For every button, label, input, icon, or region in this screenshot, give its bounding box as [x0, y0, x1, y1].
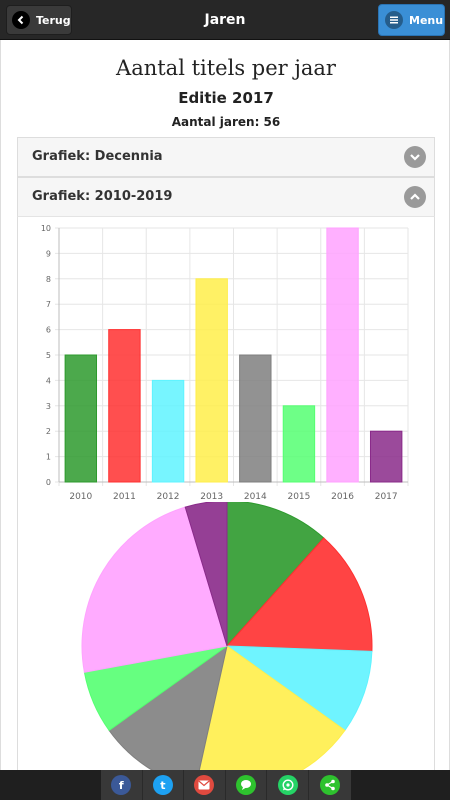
email-share-button[interactable]: [184, 770, 226, 800]
pie-slice-2017[interactable]: [184, 502, 228, 647]
facebook-share-button[interactable]: f: [101, 770, 143, 800]
bar-2017[interactable]: [369, 430, 403, 483]
y-tick-label: 4: [46, 376, 51, 385]
x-tick-label: 2013: [200, 492, 223, 502]
y-tick-label: 5: [46, 351, 51, 360]
pie-slice-2010[interactable]: [226, 502, 325, 648]
y-tick-label: 7: [46, 300, 51, 309]
pie-slice-2013[interactable]: [195, 645, 346, 770]
header-bar: Terug Jaren Menu: [0, 0, 450, 40]
chart-panel: 0 1 2 3 4 5 6 7 8 9 10 2010 2011 2012 2013 2014 2015 2016…: [17, 217, 435, 770]
back-button[interactable]: Terug: [6, 5, 72, 35]
back-button-label: Terug: [36, 13, 71, 27]
facebook-icon: f: [111, 775, 132, 795]
x-tick-label: 2015: [287, 492, 310, 502]
menu-button-label: Menu: [409, 13, 444, 27]
collapsible-2010-2019-label: Grafiek: 2010-2019: [32, 189, 173, 204]
menu-button[interactable]: Menu: [378, 4, 445, 36]
y-tick-label: 0: [46, 478, 51, 487]
main-content: Aantal titels per jaar Editie 2017 Aanta…: [0, 40, 450, 770]
pie-slice-2012[interactable]: [225, 645, 373, 732]
page-subtitle: Editie 2017: [178, 89, 274, 107]
sms-icon: [236, 775, 257, 795]
twitter-icon: t: [152, 775, 173, 795]
x-tick-label: 2011: [113, 492, 136, 502]
y-tick-label: 8: [46, 275, 51, 284]
pie-slice-2011[interactable]: [225, 537, 373, 652]
page-title: Aantal titels per jaar: [116, 56, 336, 80]
x-tick-label: 2012: [157, 492, 180, 502]
y-tick-label: 10: [41, 224, 51, 233]
y-tick-label: 2: [46, 427, 51, 436]
hamburger-icon: [385, 11, 403, 29]
pie-slice-2014[interactable]: [108, 644, 228, 770]
y-tick-label: 6: [46, 326, 51, 335]
sms-share-button[interactable]: [226, 770, 268, 800]
collapsible-decennia-label: Grafiek: Decennia: [32, 149, 163, 164]
share-icon: [319, 775, 340, 795]
y-tick-label: 9: [46, 249, 51, 258]
year-count: Aantal jaren: 56: [171, 115, 281, 129]
bar-2011[interactable]: [108, 329, 141, 483]
whatsapp-share-button[interactable]: [267, 770, 309, 800]
chevron-up-icon: [404, 186, 426, 208]
bar-2010[interactable]: [64, 354, 98, 483]
bar-2016[interactable]: [326, 227, 359, 483]
chevron-down-icon: [404, 146, 426, 168]
bar-2015[interactable]: [282, 405, 316, 483]
email-icon: [194, 775, 215, 795]
x-tick-label: 2014: [244, 492, 267, 502]
x-tick-label: 2017: [375, 492, 398, 502]
chevron-left-icon: [12, 11, 30, 29]
collapsible-decennia[interactable]: Grafiek: Decennia: [17, 137, 435, 177]
bar-2012[interactable]: [151, 379, 185, 483]
whatsapp-icon: [277, 775, 298, 795]
x-tick-label: 2010: [69, 492, 92, 502]
twitter-share-button[interactable]: t: [143, 770, 185, 800]
y-tick-label: 3: [46, 402, 51, 411]
bar-2013[interactable]: [195, 278, 228, 483]
y-tick-label: 1: [46, 453, 51, 462]
bar-chart: 0 1 2 3 4 5 6 7 8 9 10 2010 2011 2012 2013 2014 2015 2016…: [41, 224, 409, 502]
share-share-button[interactable]: [309, 770, 351, 800]
bar-2014[interactable]: [239, 354, 272, 483]
pie-chart: [81, 502, 373, 770]
x-tick-label: 2016: [331, 492, 354, 502]
collapsible-2010-2019[interactable]: Grafiek: 2010-2019: [17, 177, 435, 217]
pie-slice-2016[interactable]: [81, 506, 228, 673]
